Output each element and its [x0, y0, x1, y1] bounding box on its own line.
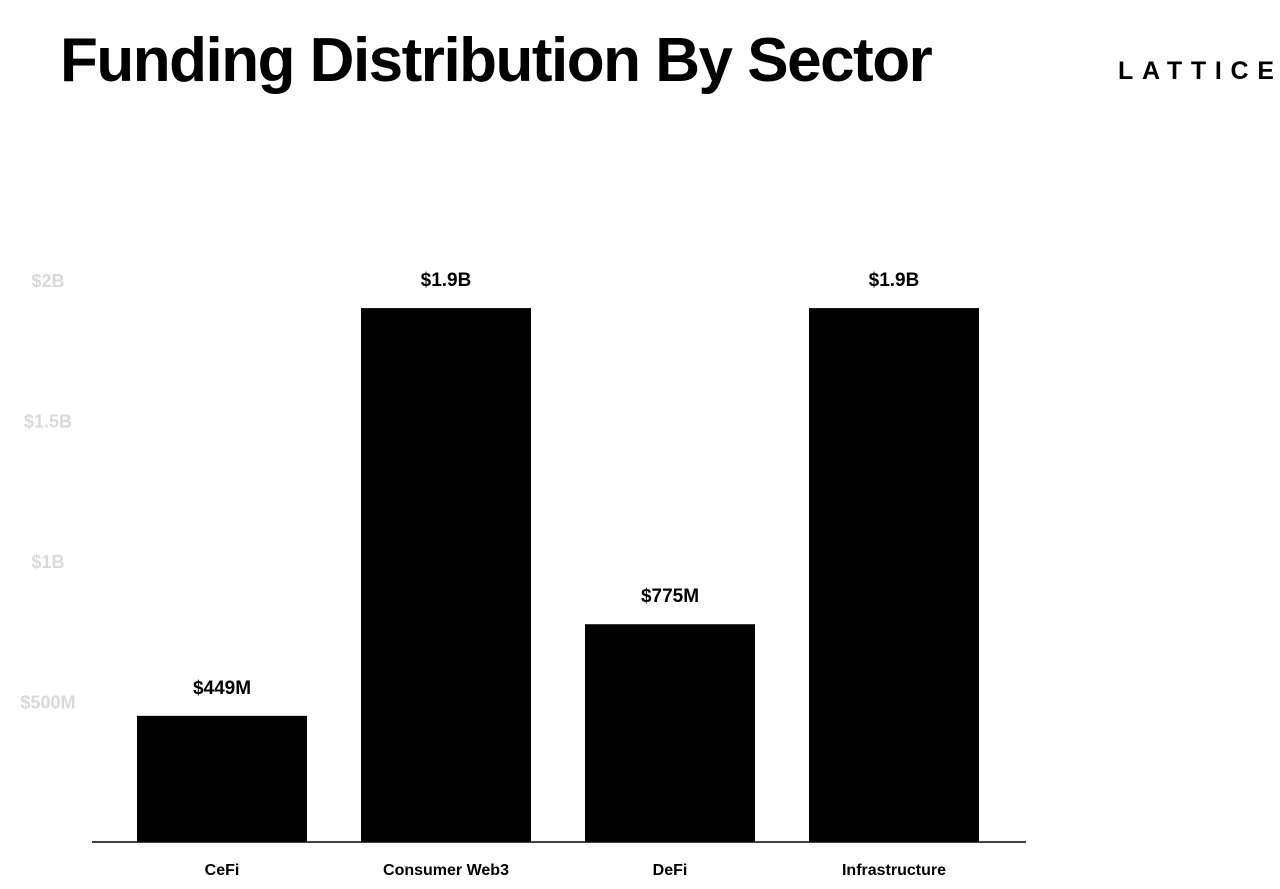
bar-value-label: $775M [641, 586, 699, 607]
bar [809, 308, 979, 843]
x-category-label: CeFi [205, 862, 240, 879]
bar [137, 715, 307, 842]
x-category-label: DeFi [653, 862, 688, 879]
logo-text: LATTICE [1118, 57, 1274, 85]
y-tick-label: $500M [20, 693, 75, 713]
y-tick-label: $1B [31, 552, 64, 572]
y-tick-label: $1.5B [24, 412, 72, 432]
bar [361, 308, 531, 843]
bar-value-label: $1.9B [421, 270, 472, 291]
bar-value-label: $1.9B [869, 270, 920, 291]
bar [585, 624, 755, 842]
y-tick-label: $2B [31, 271, 64, 291]
bar-value-label: $449M [193, 678, 251, 699]
x-category-label: Infrastructure [842, 862, 946, 879]
x-category-label: Consumer Web3 [383, 862, 509, 879]
lattice-logo: LATTICE [1118, 57, 1274, 85]
chart-title: Funding Distribution By Sector [60, 26, 933, 95]
